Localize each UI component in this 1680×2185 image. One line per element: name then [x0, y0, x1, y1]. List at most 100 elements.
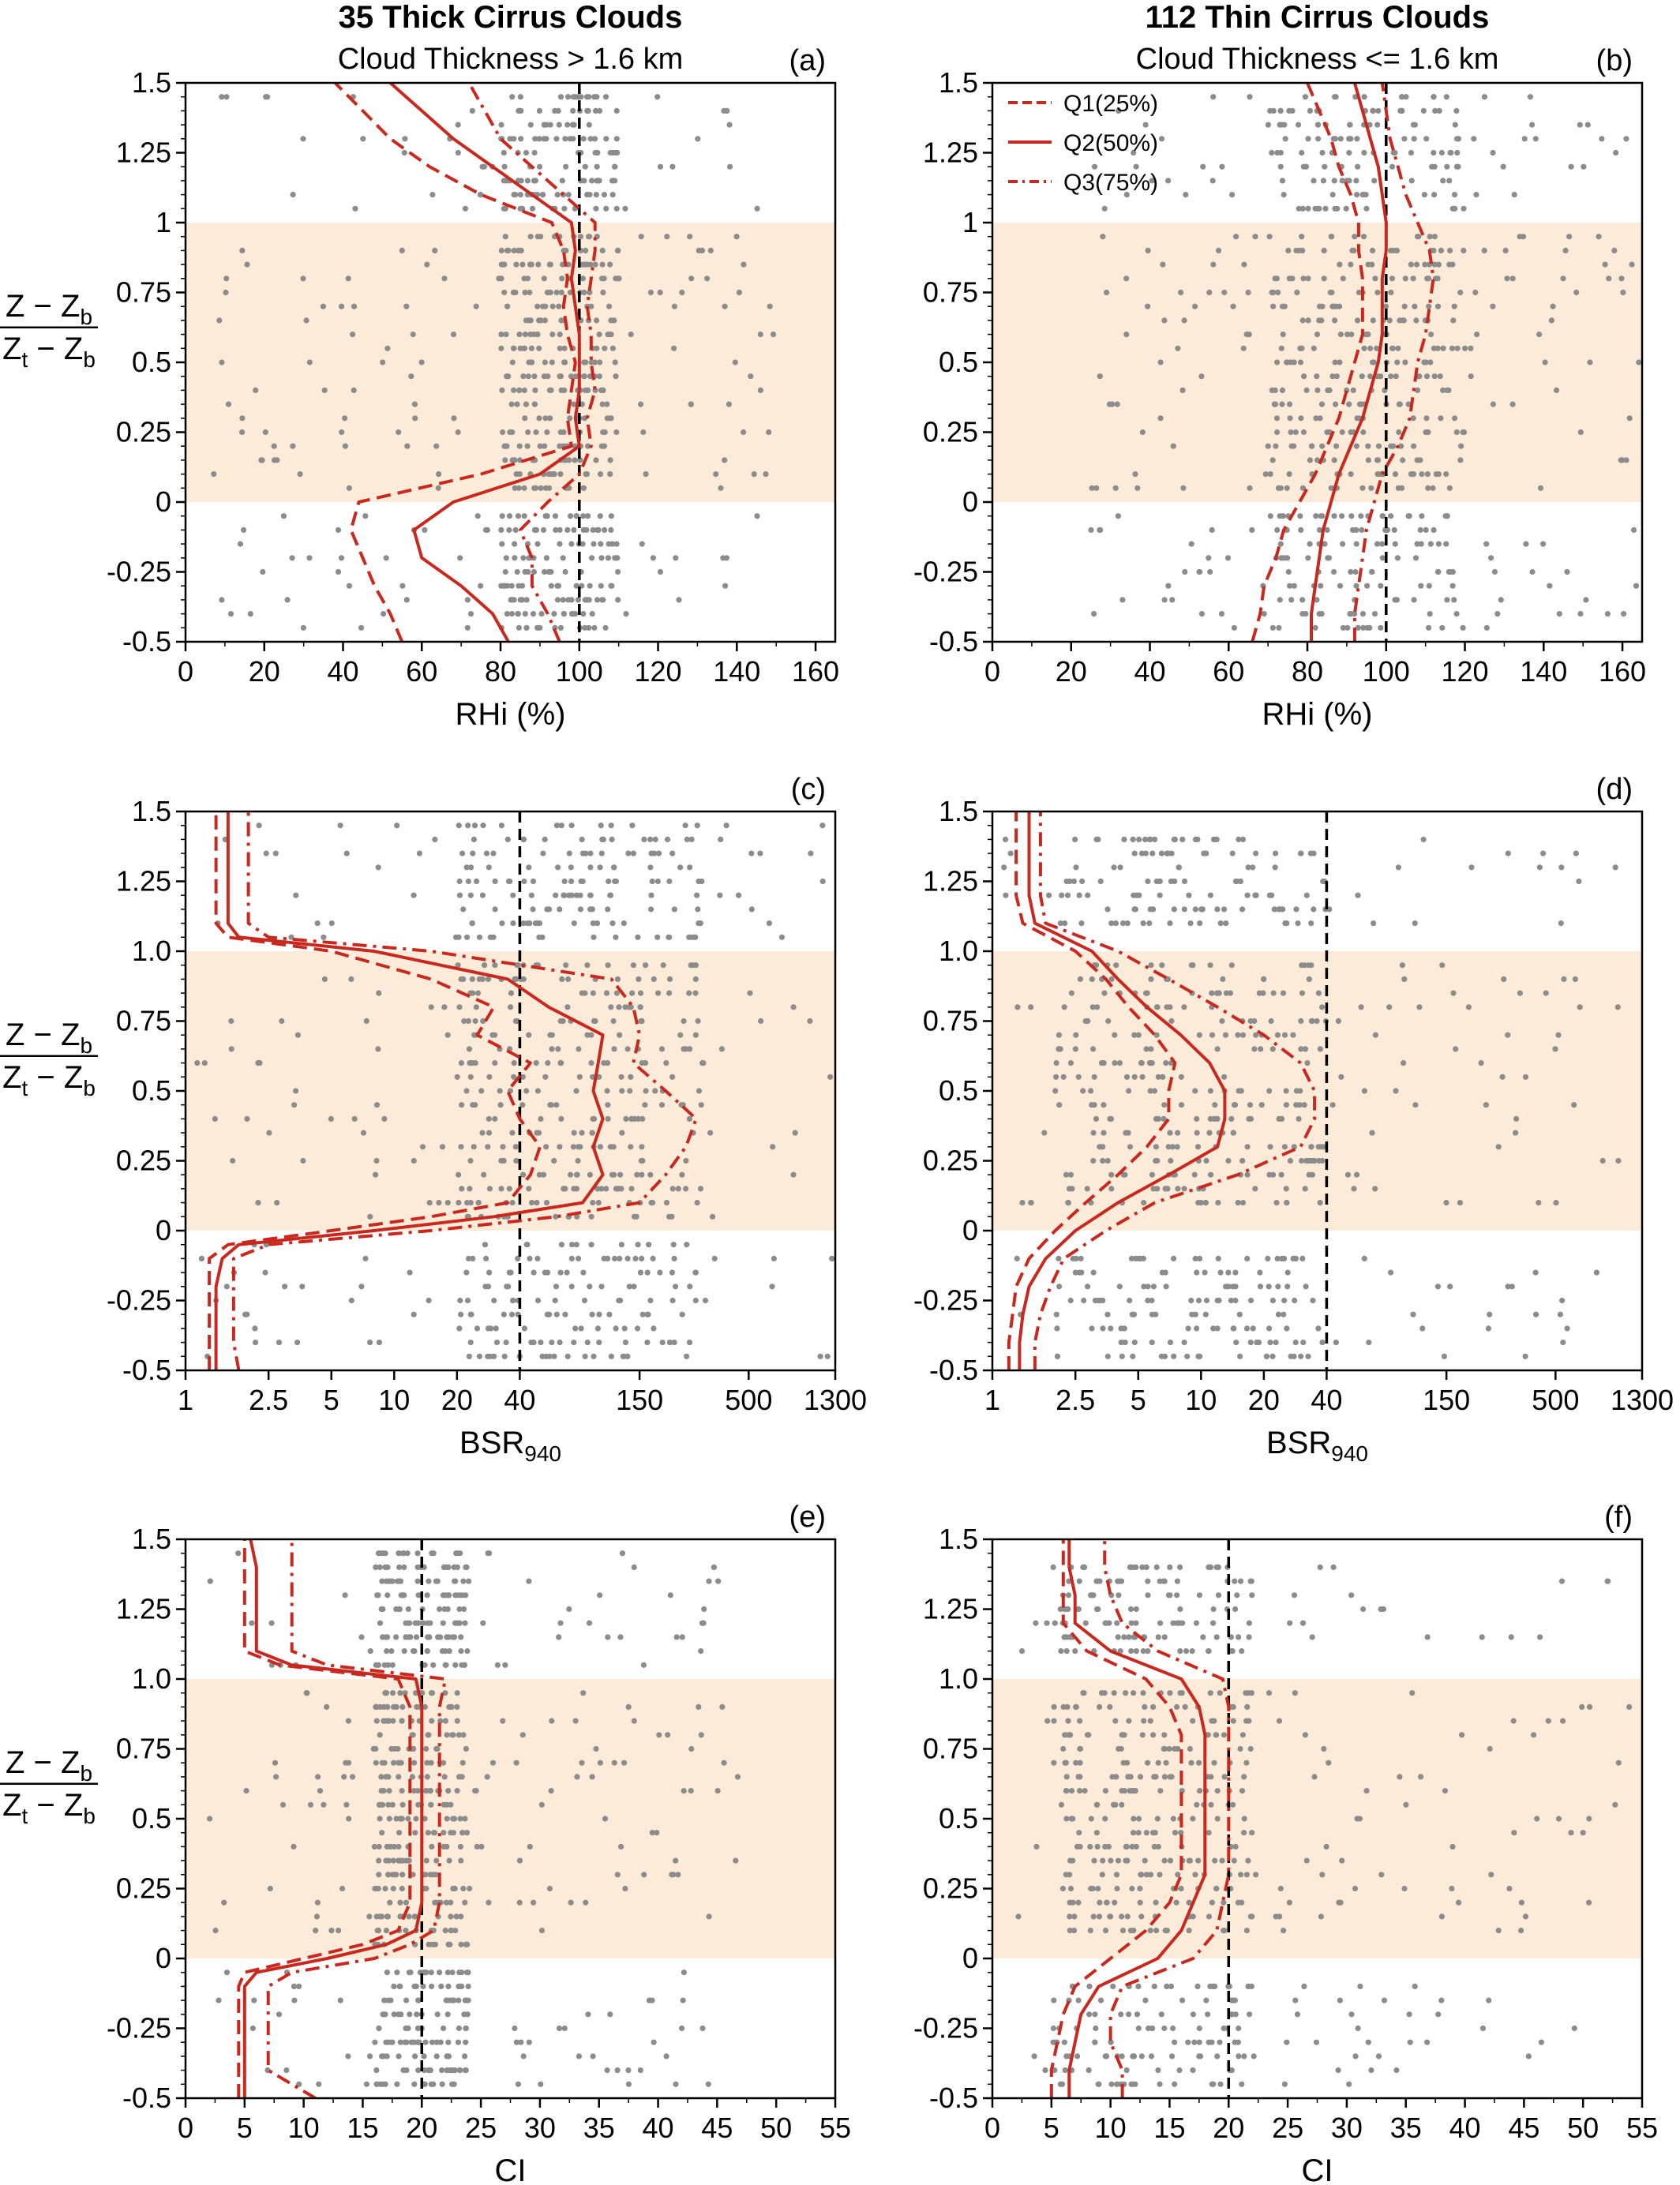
scatter-point: [542, 122, 548, 128]
scatter-point: [1230, 1718, 1236, 1724]
scatter-point: [1613, 149, 1619, 156]
scatter-point: [1175, 345, 1181, 351]
scatter-point: [1447, 1284, 1453, 1290]
scatter-point: [546, 1885, 553, 1892]
scatter-point: [1481, 94, 1487, 100]
scatter-point: [1340, 275, 1346, 282]
scatter-point: [557, 471, 564, 478]
scatter-point: [263, 94, 269, 100]
scatter-point: [403, 2025, 409, 2032]
scatter-point: [1458, 443, 1464, 449]
scatter-point: [1181, 1186, 1187, 1192]
scatter-point: [1449, 345, 1456, 351]
scatter-point: [456, 1325, 463, 1332]
scatter-point: [373, 1718, 380, 1724]
scatter-point: [1145, 1648, 1151, 1655]
scatter-point: [1299, 149, 1305, 156]
scatter-point: [736, 892, 742, 898]
series-line-q125: [1251, 83, 1364, 642]
scatter-point: [607, 2011, 613, 2018]
scatter-point: [1104, 2053, 1110, 2059]
scatter-point: [1145, 303, 1151, 309]
scatter-point: [358, 1634, 365, 1640]
scatter-point: [553, 1213, 559, 1220]
scatter-point: [1207, 1088, 1213, 1094]
scatter-point: [1145, 1578, 1151, 1584]
scatter-point: [1237, 1578, 1244, 1584]
scatter-point: [389, 1578, 396, 1584]
scatter-point: [657, 163, 664, 170]
scatter-point: [1174, 1144, 1180, 1150]
scatter-point: [463, 1564, 470, 1570]
scatter-point: [1236, 1311, 1243, 1317]
scatter-point: [1298, 1046, 1304, 1052]
scatter-point: [694, 892, 700, 898]
scatter-point: [699, 2025, 706, 2032]
scatter-point: [1347, 611, 1353, 617]
x-tick-label: 60: [406, 655, 437, 688]
scatter-point: [507, 878, 513, 885]
scatter-point: [1097, 1899, 1103, 1906]
scatter-point: [695, 1018, 701, 1025]
scatter-point: [526, 1578, 532, 1584]
scatter-point: [1154, 1157, 1161, 1164]
scatter-point: [1444, 597, 1450, 603]
scatter-point: [411, 1311, 417, 1317]
x-tick-label: 10: [288, 2112, 320, 2144]
scatter-point: [1273, 443, 1279, 449]
scatter-point: [561, 878, 568, 885]
scatter-point: [536, 920, 543, 927]
scatter-point: [352, 205, 358, 212]
scatter-point: [396, 1983, 403, 1989]
scatter-point: [1209, 178, 1216, 184]
scatter-point: [538, 1115, 544, 1122]
scatter-point: [1395, 864, 1401, 871]
scatter-point: [1210, 94, 1217, 100]
scatter-point: [402, 2039, 408, 2045]
scatter-point: [598, 443, 606, 449]
scatter-point: [1375, 107, 1382, 114]
scatter-point: [499, 513, 505, 519]
scatter-point: [1413, 317, 1419, 324]
scatter-point: [280, 513, 287, 519]
scatter-point: [430, 1550, 437, 1557]
scatter-point: [465, 1983, 471, 1989]
scatter-point: [613, 1325, 619, 1332]
y-tick-label: 1.0: [132, 1662, 171, 1695]
scatter-point: [1007, 850, 1014, 856]
scatter-point: [1352, 1885, 1359, 1892]
scatter-point: [1337, 583, 1344, 589]
scatter-point: [1217, 2039, 1223, 2045]
scatter-point: [1586, 1899, 1592, 1906]
scatter-point: [602, 345, 608, 351]
scatter-point: [272, 850, 279, 856]
scatter-point: [1249, 1592, 1255, 1598]
scatter-point: [1251, 1046, 1258, 1052]
scatter-point: [1424, 1634, 1431, 1640]
scatter-point: [1419, 471, 1425, 478]
scatter-point: [701, 1606, 707, 1613]
scatter-point: [1153, 1032, 1160, 1038]
scatter-point: [605, 1102, 611, 1108]
scatter-point: [534, 1297, 542, 1304]
scatter-point: [1462, 345, 1468, 351]
scatter-point: [1261, 611, 1267, 617]
scatter-point: [450, 2067, 456, 2074]
scatter-point: [219, 94, 225, 100]
x-tick-label: 2.5: [249, 1384, 288, 1416]
scatter-point: [540, 1171, 547, 1178]
scatter-point: [607, 892, 613, 898]
scatter-point: [1203, 1297, 1210, 1304]
scatter-point: [452, 1662, 459, 1668]
scatter-point: [530, 611, 537, 617]
scatter-point: [1153, 1144, 1159, 1150]
scatter-point: [1124, 1913, 1131, 1920]
scatter-point: [452, 1592, 459, 1598]
y-tick-label: 0.5: [939, 1074, 978, 1107]
scatter-point: [374, 1592, 381, 1598]
scatter-point: [293, 1088, 299, 1094]
scatter-point: [235, 1550, 242, 1557]
scatter-point: [574, 1213, 580, 1220]
scatter-point: [594, 527, 601, 534]
scatter-point: [271, 443, 277, 449]
